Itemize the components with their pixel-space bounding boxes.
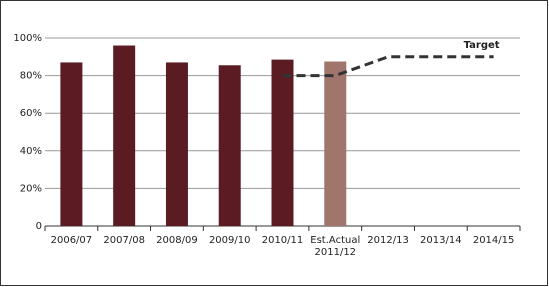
x-tick-label: 2010/11 bbox=[262, 235, 304, 246]
line-label: Target bbox=[464, 40, 500, 51]
bar bbox=[165, 62, 188, 226]
x-tick-label: 2006/07 bbox=[51, 235, 93, 246]
bar bbox=[218, 65, 241, 226]
bar bbox=[60, 62, 83, 226]
x-tick-label: 2012/13 bbox=[367, 235, 409, 246]
y-tick-label: 100% bbox=[13, 33, 42, 44]
y-tick-label: 20% bbox=[20, 183, 42, 194]
x-tick-label: 2008/09 bbox=[156, 235, 198, 246]
x-tick-label: 2013/14 bbox=[420, 235, 462, 246]
target-line bbox=[282, 55, 494, 78]
y-tick-label: 60% bbox=[20, 108, 42, 119]
bar bbox=[324, 61, 347, 226]
x-tick-label: 2009/10 bbox=[209, 235, 251, 246]
bar bbox=[271, 59, 294, 227]
x-tick-label: 2007/08 bbox=[103, 235, 145, 246]
y-tick-label: 80% bbox=[20, 71, 42, 82]
bar bbox=[113, 45, 136, 226]
y-tick-label: 40% bbox=[20, 146, 42, 157]
y-tick-label: 0 bbox=[36, 221, 42, 232]
x-tick-label: Est.Actual 2011/12 bbox=[310, 235, 360, 258]
x-tick-label: 2014/15 bbox=[473, 235, 515, 246]
